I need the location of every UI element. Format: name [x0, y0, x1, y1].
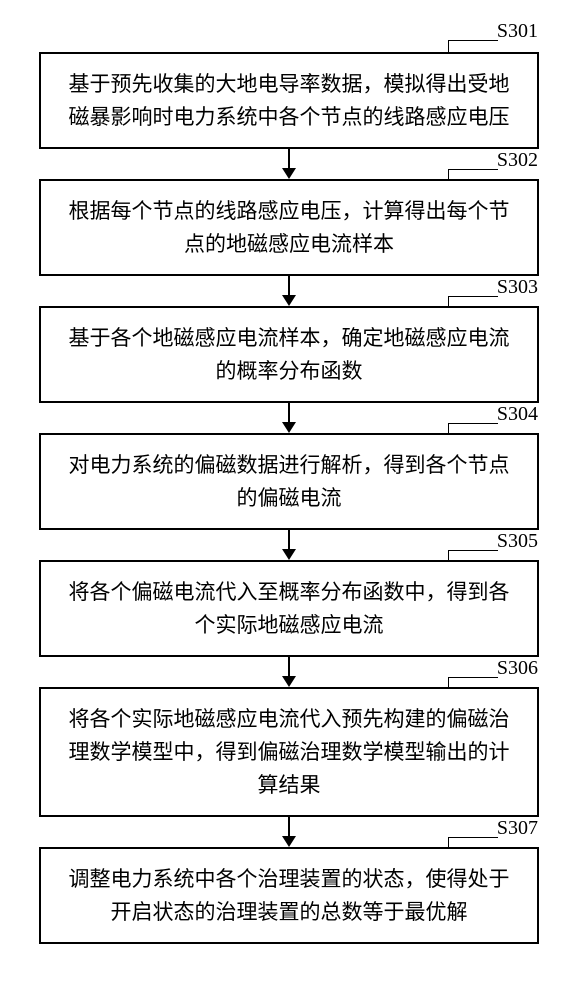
label-connector-line — [448, 296, 498, 308]
arrow-head — [282, 168, 296, 179]
label-connector-line — [448, 423, 498, 435]
step-label-s305: S305 — [497, 530, 538, 553]
flowchart-container: S301 基于预先收集的大地电导率数据，模拟得出受地磁暴影响时电力系统中各个节点… — [30, 20, 548, 944]
arrow-head — [282, 295, 296, 306]
arrow-head — [282, 422, 296, 433]
step-group-5: S305 将各个偏磁电流代入至概率分布函数中，得到各个实际地磁感应电流 — [30, 560, 548, 657]
step-label-s303: S303 — [497, 276, 538, 299]
arrow-5-6 — [282, 657, 296, 687]
step-group-7: S307 调整电力系统中各个治理装置的状态，使得处于开启状态的治理装置的总数等于… — [30, 847, 548, 944]
step-label-s304: S304 — [497, 403, 538, 426]
label-connector-line — [448, 169, 498, 181]
step-label-s301: S301 — [497, 20, 538, 43]
step-box-s307: 调整电力系统中各个治理装置的状态，使得处于开启状态的治理装置的总数等于最优解 — [39, 847, 539, 944]
step-box-s306: 将各个实际地磁感应电流代入预先构建的偏磁治理数学模型中，得到偏磁治理数学模型输出… — [39, 687, 539, 817]
arrow-line — [288, 149, 290, 168]
arrow-6-7 — [282, 817, 296, 847]
arrow-line — [288, 817, 290, 836]
step-box-s305: 将各个偏磁电流代入至概率分布函数中，得到各个实际地磁感应电流 — [39, 560, 539, 657]
step-box-s303: 基于各个地磁感应电流样本，确定地磁感应电流的概率分布函数 — [39, 306, 539, 403]
step-group-1: S301 基于预先收集的大地电导率数据，模拟得出受地磁暴影响时电力系统中各个节点… — [30, 20, 548, 149]
arrow-head — [282, 549, 296, 560]
label-connector-line — [448, 677, 498, 689]
arrow-head — [282, 836, 296, 847]
arrow-line — [288, 276, 290, 295]
label-connector-line — [448, 40, 498, 52]
arrow-2-3 — [282, 276, 296, 306]
step-label-s307: S307 — [497, 817, 538, 840]
arrow-head — [282, 676, 296, 687]
arrow-line — [288, 657, 290, 676]
step-box-s304: 对电力系统的偏磁数据进行解析，得到各个节点的偏磁电流 — [39, 433, 539, 530]
arrow-3-4 — [282, 403, 296, 433]
arrow-4-5 — [282, 530, 296, 560]
label-connector-line — [448, 837, 498, 849]
step-box-s301: 基于预先收集的大地电导率数据，模拟得出受地磁暴影响时电力系统中各个节点的线路感应… — [39, 52, 539, 149]
label-container: S301 — [30, 20, 548, 52]
arrow-1-2 — [282, 149, 296, 179]
step-group-4: S304 对电力系统的偏磁数据进行解析，得到各个节点的偏磁电流 — [30, 433, 548, 530]
arrow-line — [288, 530, 290, 549]
label-connector-line — [448, 550, 498, 562]
step-group-6: S306 将各个实际地磁感应电流代入预先构建的偏磁治理数学模型中，得到偏磁治理数… — [30, 687, 548, 817]
step-label-s306: S306 — [497, 657, 538, 680]
step-group-3: S303 基于各个地磁感应电流样本，确定地磁感应电流的概率分布函数 — [30, 306, 548, 403]
step-group-2: S302 根据每个节点的线路感应电压，计算得出每个节点的地磁感应电流样本 — [30, 179, 548, 276]
step-box-s302: 根据每个节点的线路感应电压，计算得出每个节点的地磁感应电流样本 — [39, 179, 539, 276]
step-label-s302: S302 — [497, 149, 538, 172]
arrow-line — [288, 403, 290, 422]
